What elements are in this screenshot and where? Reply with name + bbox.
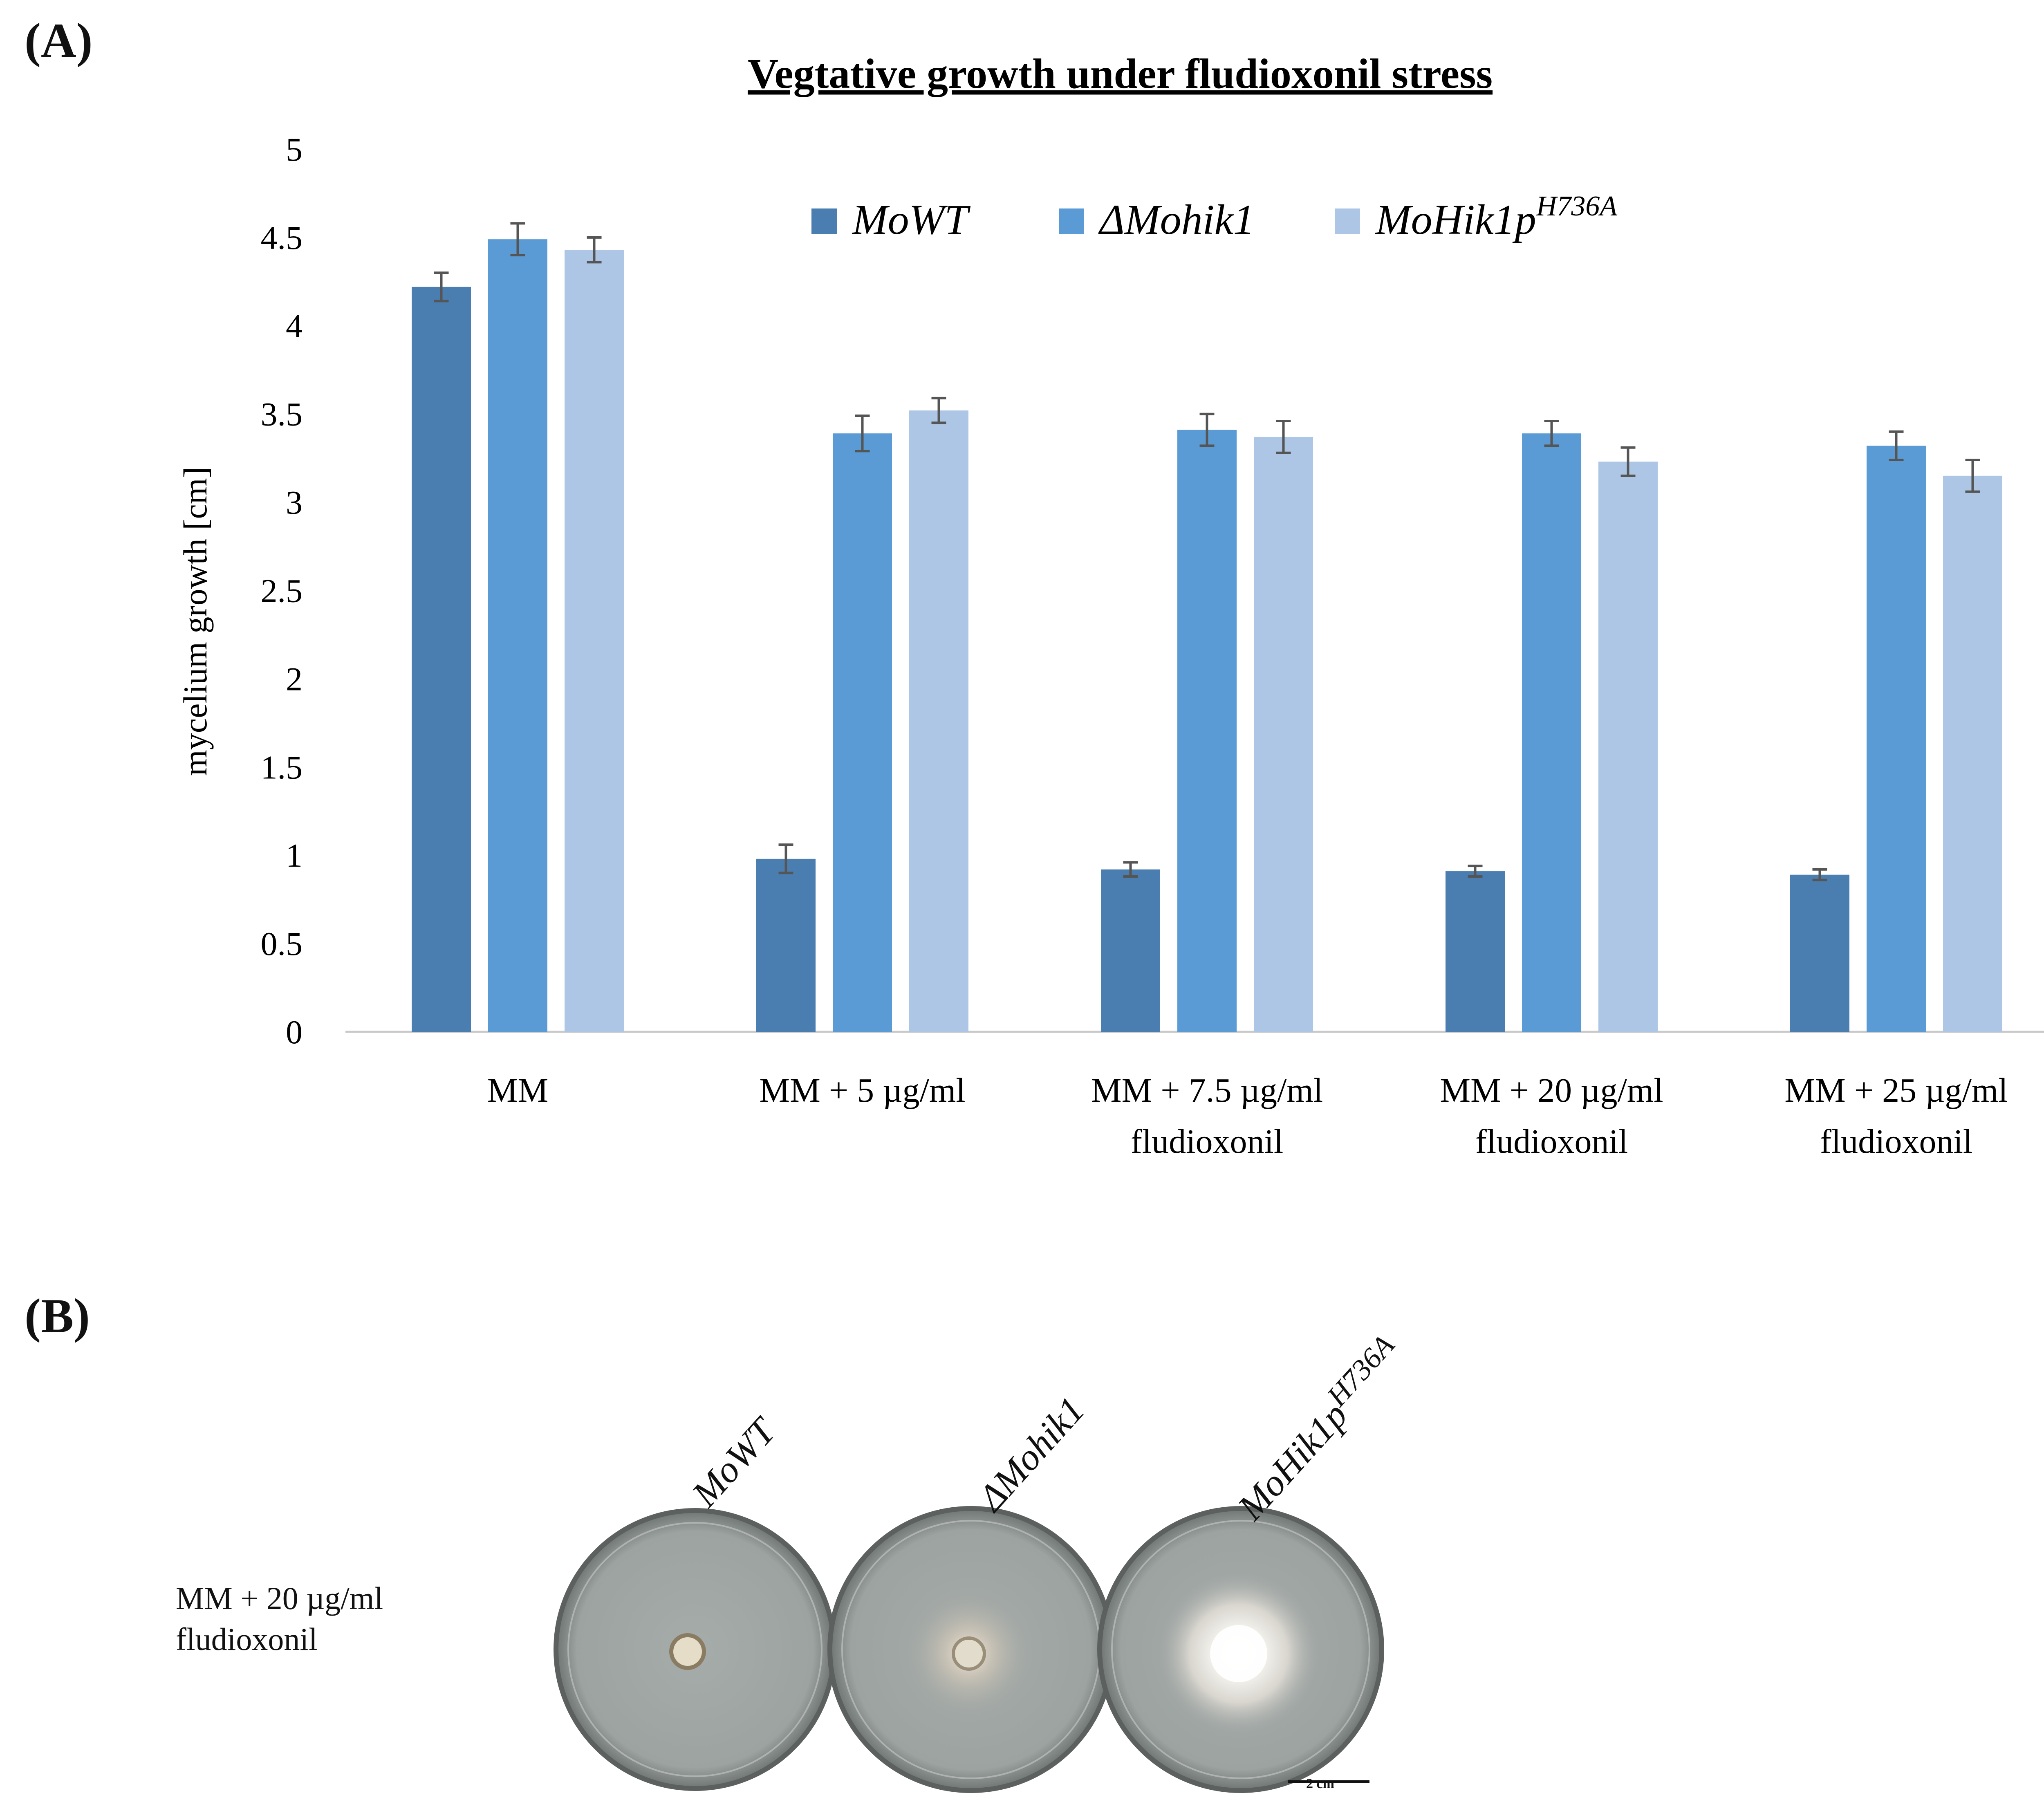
- plates-condition-line2: fludioxonil: [176, 1621, 318, 1657]
- y-tick-label: 4.5: [261, 219, 303, 256]
- legend-label-0: MoWT: [852, 196, 970, 243]
- scale-bar: [1288, 1780, 1369, 1783]
- legend-label-1: ΔMohik1: [1098, 196, 1255, 243]
- y-tick-label: 5: [286, 131, 303, 168]
- error-bar-1-0: [510, 222, 525, 257]
- y-tick-label: 2.5: [261, 572, 303, 610]
- error-bar-1-2: [1199, 412, 1215, 447]
- error-bar-2-0: [587, 236, 602, 264]
- legend: MoWT ΔMohik1 MoHik1pH736A: [811, 191, 1617, 243]
- error-bar-1-3: [1544, 419, 1559, 447]
- panel-a-label: (A): [25, 13, 93, 67]
- x-tick-label: MM + 25 µg/ml: [1784, 1071, 2008, 1109]
- chart-title: Vegtative growth under fludioxonil stres…: [748, 50, 1493, 97]
- bar-1-2: [1177, 430, 1237, 1032]
- error-bar-2-3: [1620, 446, 1636, 477]
- legend-swatch-0: [811, 208, 837, 234]
- error-bar-0-1: [778, 843, 793, 874]
- y-tick-label: 3: [286, 484, 303, 521]
- bar-2-2: [1254, 437, 1313, 1032]
- bar-chart: Vegtative growth under fludioxonil stres…: [177, 50, 2044, 1161]
- bar-2-1: [909, 410, 968, 1032]
- y-tick-label: 3.5: [261, 396, 303, 433]
- bar-2-0: [565, 250, 624, 1032]
- y-axis-ticks: 0 0.5 1 1.5 2 2.5 3 3.5 4 4.5 5: [261, 131, 303, 1051]
- bar-1-1: [833, 433, 892, 1032]
- error-bar-2-2: [1276, 419, 1291, 454]
- y-tick-label: 1: [286, 837, 303, 874]
- plates-condition-line1: MM + 20 µg/ml: [176, 1580, 383, 1616]
- bars: [412, 239, 2002, 1032]
- plate-dmohik1: [827, 1506, 1114, 1793]
- plates-condition-label: MM + 20 µg/ml fludioxonil: [176, 1578, 383, 1660]
- error-bar-0-4: [1812, 868, 1827, 881]
- error-bar-2-1: [931, 397, 946, 424]
- y-tick-label: 1.5: [261, 749, 303, 786]
- y-tick-label: 2: [286, 660, 303, 697]
- bar-1-0: [488, 239, 547, 1032]
- bar-0-0: [412, 287, 471, 1032]
- error-bar-1-4: [1889, 430, 1904, 461]
- x-axis-tick-labels: MM MM + 5 µg/ml MM + 7.5 µg/ml fludioxonil M…: [487, 1071, 2008, 1161]
- bar-0-2: [1101, 869, 1160, 1032]
- x-tick-label: MM: [487, 1071, 548, 1109]
- bar-0-1: [756, 858, 816, 1032]
- x-tick-label: MM + 20 µg/ml: [1440, 1071, 1663, 1109]
- bar-2-4: [1943, 475, 2002, 1032]
- legend-swatch-2: [1335, 208, 1360, 234]
- x-tick-label: fludioxonil: [1475, 1123, 1628, 1161]
- x-tick-label: fludioxonil: [1131, 1123, 1283, 1161]
- panel-b-label: (B): [25, 1289, 90, 1343]
- bar-0-3: [1446, 871, 1505, 1032]
- bar-1-4: [1867, 446, 1926, 1032]
- legend-swatch-1: [1059, 208, 1084, 234]
- plate-mowt: [554, 1508, 836, 1791]
- y-tick-label: 0: [286, 1013, 303, 1051]
- error-bar-0-0: [434, 271, 449, 303]
- error-bar-0-3: [1468, 865, 1483, 878]
- plate-mohik1p-h736a: [1097, 1506, 1384, 1793]
- scale-bar-label: 2 cm: [1306, 1776, 1334, 1791]
- bar-1-3: [1522, 433, 1581, 1032]
- y-tick-label: 4: [286, 307, 303, 345]
- error-bar-2-4: [1965, 458, 1980, 493]
- bar-2-3: [1598, 462, 1658, 1032]
- error-bar-1-1: [855, 415, 870, 453]
- x-tick-label: MM + 5 µg/ml: [759, 1071, 965, 1109]
- x-tick-label: MM + 7.5 µg/ml: [1091, 1071, 1323, 1109]
- y-axis-label: mycelium growth [cm]: [177, 467, 214, 776]
- y-tick-label: 0.5: [261, 925, 303, 962]
- legend-label-2: MoHik1pH736A: [1375, 191, 1617, 243]
- error-bars: [434, 222, 1980, 881]
- x-tick-label: fludioxonil: [1820, 1123, 1972, 1161]
- bar-0-4: [1790, 874, 1849, 1032]
- error-bar-0-2: [1123, 861, 1138, 878]
